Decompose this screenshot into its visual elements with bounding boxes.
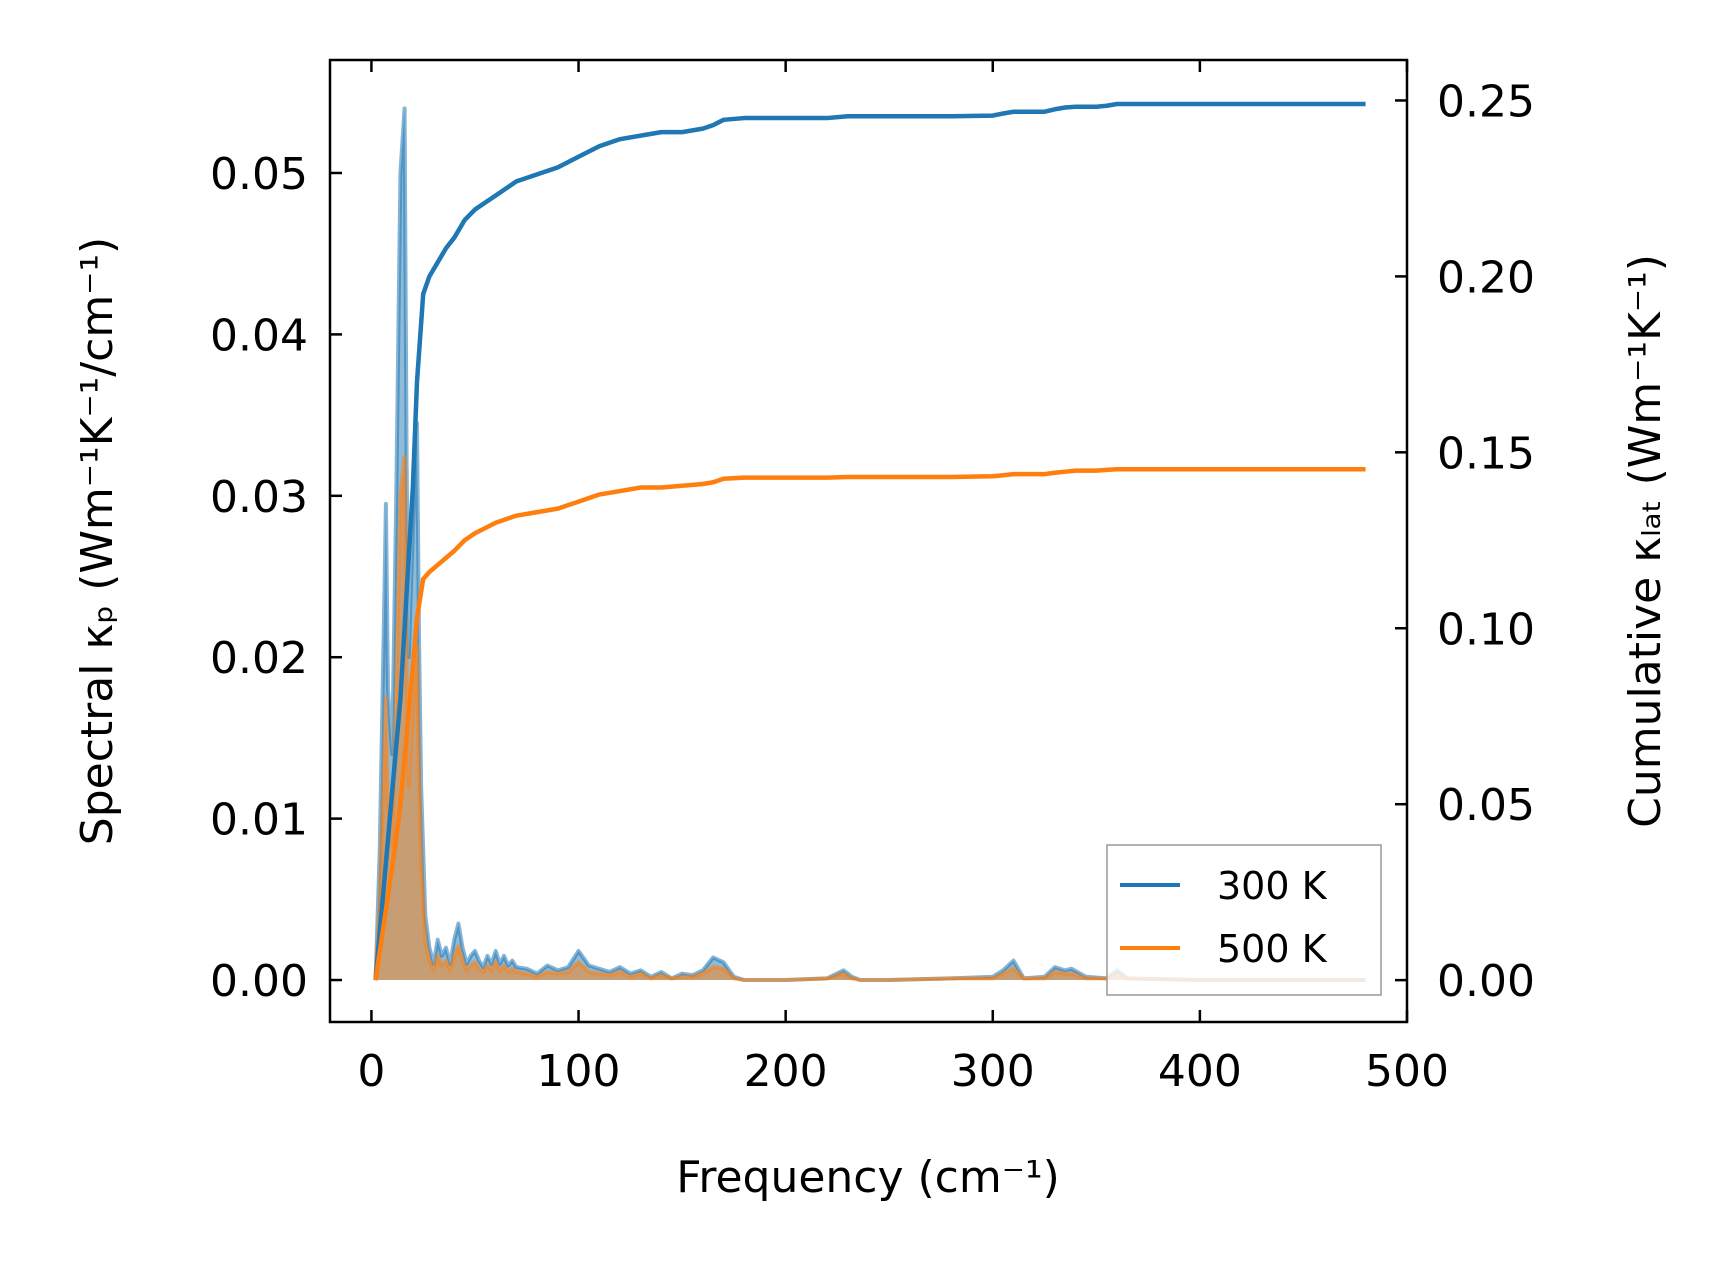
cumulative-layer <box>373 101 1366 981</box>
x-tick-label: 200 <box>744 1046 828 1097</box>
spectral-layer <box>373 106 1366 983</box>
plot-frame <box>328 58 1409 1024</box>
x-tick-label: 400 <box>1158 1046 1242 1097</box>
legend-frame <box>1106 844 1382 996</box>
y-right-tick-label: 0.20 <box>1437 252 1535 303</box>
cumulative-line <box>373 466 1366 981</box>
x-tick-label: 300 <box>951 1046 1035 1097</box>
spectral-line <box>373 455 1366 983</box>
legend-label-500k: 500 K <box>1217 927 1328 971</box>
y-axis-right: 0.00 0.05 0.10 0.15 0.20 0.25 <box>1395 76 1535 1007</box>
y-right-tick-label: 0.25 <box>1437 76 1535 127</box>
legend: 300 K 500 K <box>1106 844 1382 996</box>
x-tick-label: 0 <box>357 1046 385 1097</box>
y-left-tick-label: 0.04 <box>210 310 308 361</box>
y-axis-right-title: Cumulative κₗₐₜ (Wm⁻¹K⁻¹) <box>1620 254 1671 828</box>
y-right-tick-label: 0.15 <box>1437 428 1535 479</box>
y-left-tick-label: 0.01 <box>210 795 308 846</box>
x-axis-title: Frequency (cm⁻¹) <box>676 1152 1060 1203</box>
y-left-tick-label: 0.00 <box>210 956 308 1007</box>
y-axis-left-title: Spectral κₚ (Wm⁻¹K⁻¹/cm⁻¹) <box>72 237 123 845</box>
legend-label-300k: 300 K <box>1217 864 1328 908</box>
x-axis: 0 100 200 300 400 500 <box>357 60 1449 1097</box>
y-left-tick-label: 0.03 <box>210 472 308 523</box>
x-tick-label: 100 <box>537 1046 621 1097</box>
y-right-tick-label: 0.05 <box>1437 780 1535 831</box>
y-right-tick-label: 0.00 <box>1437 956 1535 1007</box>
y-right-tick-label: 0.10 <box>1437 604 1535 655</box>
cumulative-line <box>373 101 1366 981</box>
y-axis-left: 0.00 0.01 0.02 0.03 0.04 0.05 <box>210 149 342 1007</box>
y-left-tick-label: 0.05 <box>210 149 308 200</box>
x-tick-label: 500 <box>1365 1046 1449 1097</box>
y-left-tick-label: 0.02 <box>210 633 308 684</box>
